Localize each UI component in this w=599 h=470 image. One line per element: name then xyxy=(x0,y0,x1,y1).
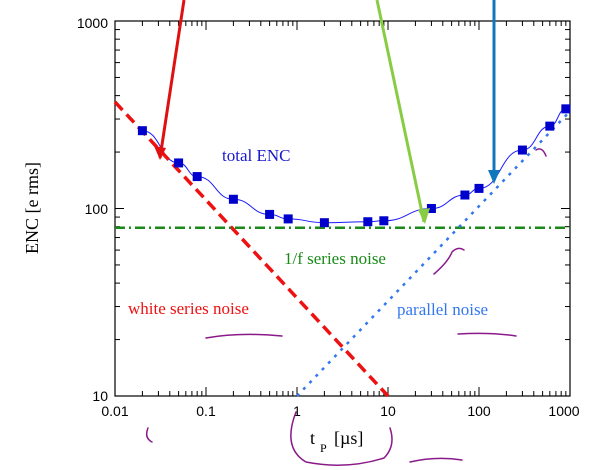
data-point-marker xyxy=(137,126,147,136)
blue-arrowhead xyxy=(488,170,500,184)
data-point-marker xyxy=(192,172,202,182)
label-total-enc: total ENC xyxy=(222,146,290,165)
data-point-marker xyxy=(561,104,571,114)
annotation-arrows xyxy=(154,0,500,224)
red-arrow xyxy=(158,0,186,159)
label-parallel-noise: parallel noise xyxy=(397,300,488,319)
data-point-marker xyxy=(283,214,293,224)
y-tick-label: 100 xyxy=(85,201,109,217)
pen-scribbles xyxy=(145,148,547,466)
x-tick-label: 1000 xyxy=(548,403,579,419)
data-point-marker xyxy=(474,183,484,193)
data-point-marker xyxy=(265,209,275,219)
x-axis-title: t P [µs] xyxy=(310,428,363,455)
data-point-marker xyxy=(319,218,329,228)
x-tick-label: 1 xyxy=(293,403,301,419)
scribble-mark xyxy=(457,332,517,337)
green-arrowhead xyxy=(418,208,430,224)
x-axis-title-main: t xyxy=(310,428,315,448)
scribble-mark xyxy=(535,148,547,157)
data-point-marker xyxy=(174,158,184,168)
x-axis-title-subscript: P xyxy=(320,441,327,455)
green-arrow xyxy=(375,0,426,223)
data-point-marker xyxy=(363,217,373,227)
scribble-mark xyxy=(145,427,153,443)
data-point-marker xyxy=(460,190,470,200)
data-point-marker xyxy=(379,216,389,226)
label-white-series-noise: white series noise xyxy=(128,299,249,318)
red-arrowhead xyxy=(154,146,166,160)
x-axis-title-unit: [µs] xyxy=(334,428,363,448)
series-line-parallel-noise xyxy=(296,110,571,397)
scribble-mark xyxy=(433,247,465,275)
data-point-marker xyxy=(426,204,436,213)
y-tick-label: 1000 xyxy=(77,15,108,31)
x-tick-label: 0.1 xyxy=(196,403,216,419)
x-tick-label: 0.01 xyxy=(101,403,128,419)
y-tick-label: 10 xyxy=(92,388,108,404)
data-point-marker xyxy=(517,145,527,155)
x-tick-label: 10 xyxy=(380,403,396,419)
scribble-mark xyxy=(290,411,393,466)
scribble-mark xyxy=(205,333,283,339)
marker-layer xyxy=(137,104,571,228)
data-point-marker xyxy=(228,194,238,204)
series-line-total-enc xyxy=(142,108,566,224)
axis-ticks xyxy=(114,21,570,397)
scribble-mark xyxy=(409,457,463,463)
x-tick-label: 100 xyxy=(467,403,491,419)
y-axis-title: ENC [e rms] xyxy=(22,162,42,254)
data-point-marker xyxy=(545,121,555,131)
label-1f-series-noise: 1/f series noise xyxy=(284,249,386,268)
plot-frame xyxy=(114,20,571,397)
